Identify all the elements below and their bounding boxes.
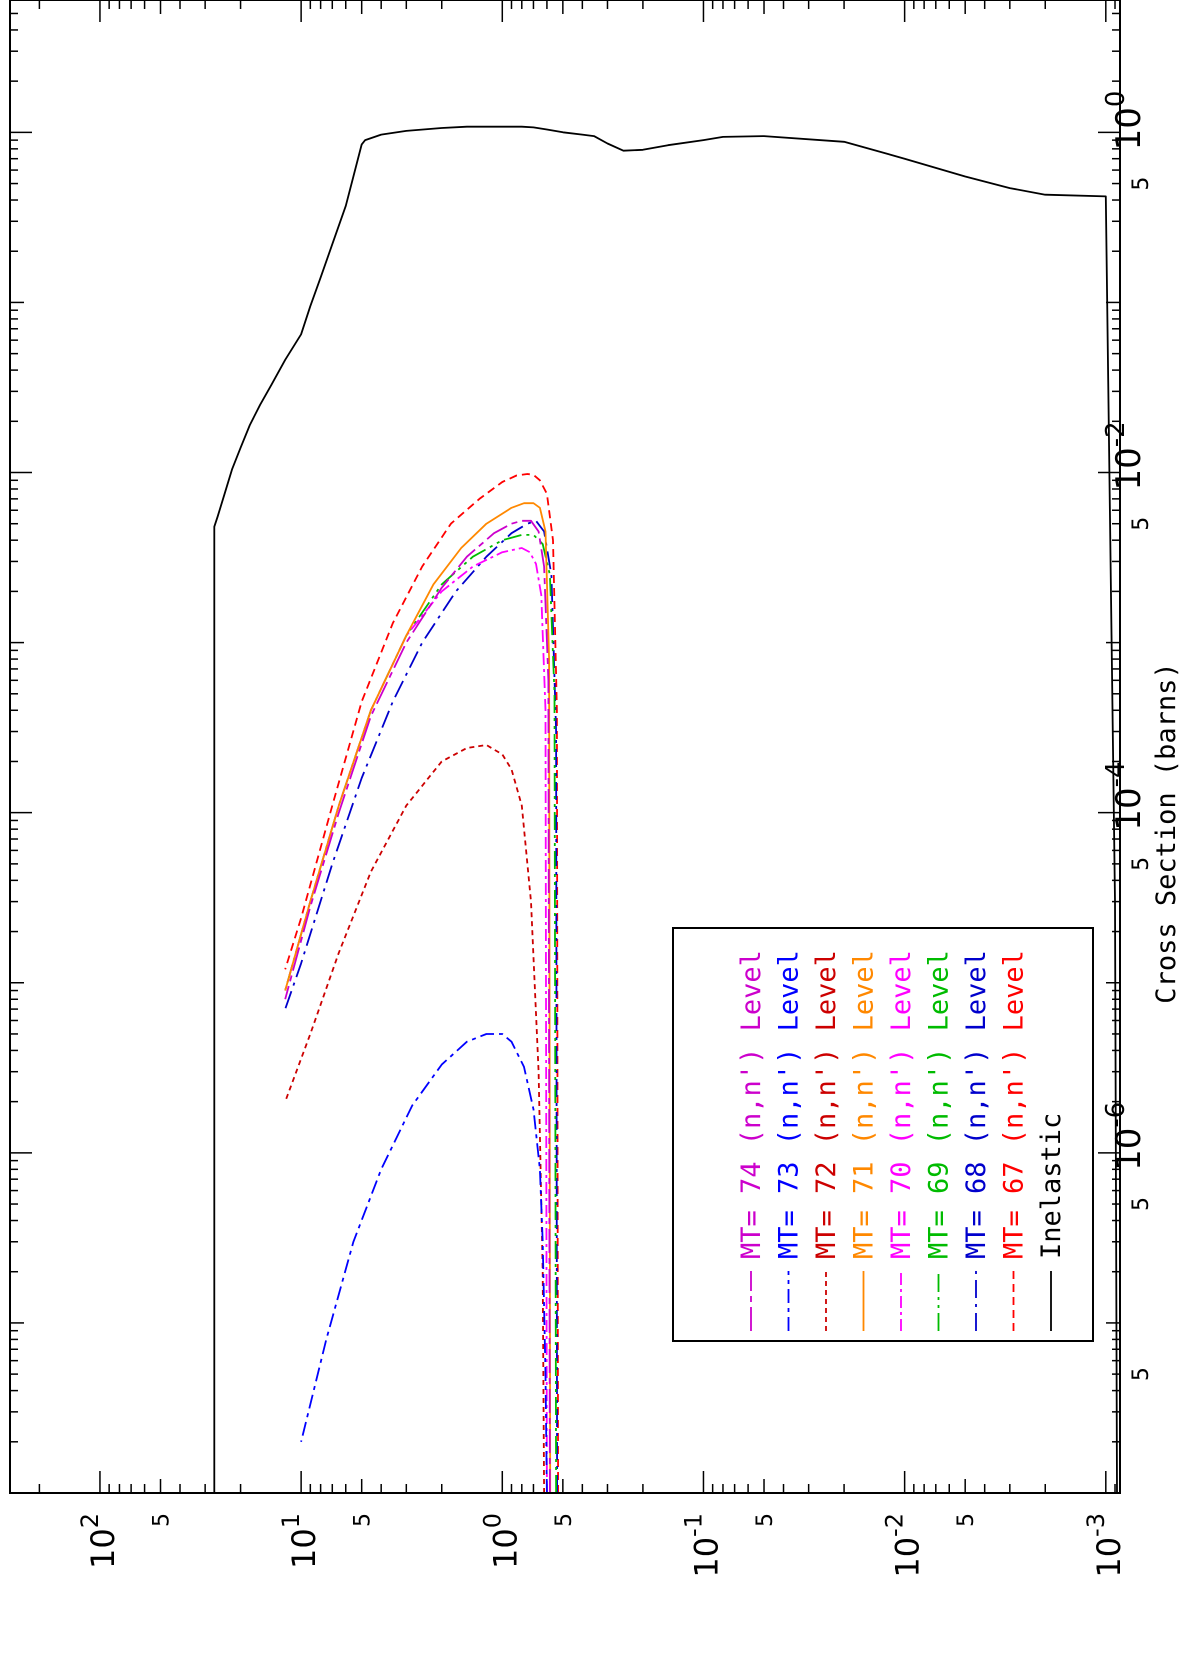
- energy-tick-label: 101: [277, 1513, 323, 1569]
- energy-tick-label: 5: [753, 1513, 778, 1527]
- series-line-mt67: [284, 473, 559, 1493]
- series-line-inelastic: [213, 125, 1118, 1493]
- tick-labels: 10-3510-2510-1510051015102100510-2510-45…: [76, 91, 1154, 1578]
- energy-tick-exponent: -2: [881, 1513, 909, 1537]
- energy-tick-exponent: 2: [76, 1513, 104, 1528]
- legend-label: MT= 68 (n,n') Level: [961, 950, 992, 1259]
- cross-section-tick-exponent: -2: [1101, 421, 1131, 447]
- legend-label: MT= 73 (n,n') Level: [774, 950, 805, 1259]
- legend-label: MT= 70 (n,n') Level: [886, 950, 917, 1259]
- energy-tick-label: 5: [351, 1513, 376, 1527]
- legend-label: MT= 71 (n,n') Level: [849, 950, 880, 1259]
- energy-tick-exponent: -3: [1082, 1513, 1110, 1537]
- legend-label: MT= 67 (n,n') Level: [999, 950, 1030, 1259]
- energy-tick-base: 10: [285, 1528, 323, 1569]
- energy-tick-label: 10-2: [881, 1513, 927, 1578]
- cross-section-tick-label: 10-4: [1101, 761, 1149, 830]
- legend-label: MT= 69 (n,n') Level: [924, 950, 955, 1259]
- legend-label: Inelastic: [1036, 1113, 1067, 1259]
- cross-section-tick-label: 5: [1129, 177, 1154, 191]
- series-line-mt74: [284, 519, 551, 1493]
- series-line-mt71: [284, 502, 552, 1493]
- y-axis-title: Cross Section (barns): [1151, 662, 1182, 1003]
- cross-section-tick-base: 10: [1109, 1128, 1149, 1171]
- cross-section-tick-label: 5: [1129, 857, 1154, 871]
- legend-label: MT= 72 (n,n') Level: [811, 950, 842, 1259]
- plot-frame: [9, 0, 1121, 1494]
- energy-tick-base: 10: [84, 1528, 122, 1569]
- energy-tick-base: 10: [486, 1528, 524, 1569]
- series-lines: [213, 125, 1118, 1493]
- series-line-mt72: [284, 744, 545, 1493]
- energy-tick-base: 10: [1090, 1537, 1128, 1578]
- cross-section-tick-label: 100: [1101, 91, 1149, 151]
- energy-tick-label: 5: [552, 1513, 577, 1527]
- rotated-plot-frame: 10-3510-2510-1510051015102100510-2510-45…: [9, 0, 1182, 1578]
- energy-tick-exponent: 0: [478, 1513, 506, 1528]
- cross-section-tick-exponent: 0: [1101, 91, 1131, 108]
- cross-section-tick-label: 10-6: [1101, 1102, 1149, 1171]
- energy-tick-base: 10: [889, 1537, 927, 1578]
- cross-section-tick-exponent: -4: [1101, 761, 1131, 787]
- energy-tick-label: 10-3: [1082, 1513, 1128, 1578]
- series-line-mt73: [300, 1033, 548, 1493]
- energy-tick-label: 102: [76, 1513, 122, 1569]
- cross-section-tick-label: 5: [1129, 1367, 1154, 1381]
- legend-label: MT= 74 (n,n') Level: [736, 950, 767, 1259]
- energy-tick-label: 100: [478, 1513, 524, 1569]
- legend-box: [672, 927, 1094, 1342]
- energy-tick-base: 10: [687, 1537, 725, 1578]
- energy-tick-label: 10-1: [679, 1513, 725, 1578]
- energy-tick-exponent: 1: [277, 1513, 305, 1528]
- cross-section-tick-base: 10: [1109, 787, 1149, 830]
- energy-tick-label: 5: [954, 1513, 979, 1527]
- cross-section-tick-base: 10: [1109, 447, 1149, 490]
- cross-section-tick-exponent: -6: [1101, 1102, 1131, 1128]
- cross-section-tick-label: 10-2: [1101, 421, 1149, 490]
- energy-tick-label: 5: [150, 1513, 175, 1527]
- series-line-mt68: [284, 519, 558, 1493]
- cross-section-tick-base: 10: [1109, 107, 1149, 150]
- cross-section-tick-label: 5: [1129, 517, 1154, 531]
- energy-tick-exponent: -1: [679, 1513, 707, 1537]
- cross-section-tick-label: 5: [1129, 1197, 1154, 1211]
